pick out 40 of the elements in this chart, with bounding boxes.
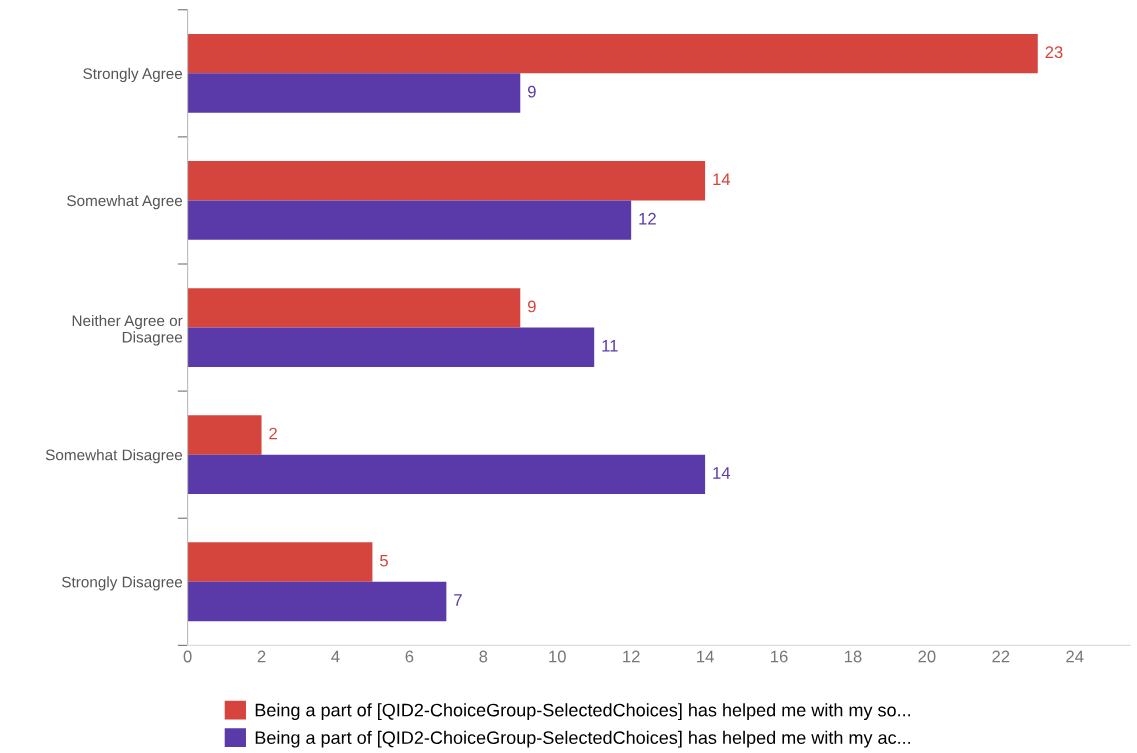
data-label: 14 <box>713 467 731 479</box>
bar <box>187 200 632 240</box>
bar <box>187 542 373 582</box>
x-tick-label: 16 <box>771 650 788 663</box>
data-label: 9 <box>528 300 536 313</box>
x-tick-label: 22 <box>992 650 1010 663</box>
y-tick-label: Somewhat Agree <box>67 194 183 210</box>
x-tick-label: 20 <box>918 650 936 663</box>
x-tick-label: 8 <box>479 650 488 663</box>
y-tick-label: Somewhat Disagree <box>45 449 183 464</box>
x-tick-label: 6 <box>405 650 414 663</box>
data-label: 7 <box>454 594 462 606</box>
data-label: 5 <box>380 554 388 567</box>
x-tick-label: 4 <box>331 650 340 663</box>
bar <box>187 327 595 367</box>
data-label: 11 <box>602 340 618 352</box>
x-tick-label: 0 <box>183 650 192 663</box>
legend-label: Being a part of [QID2-ChoiceGroup-SelectedChoices] has helped me with my ac... <box>255 730 910 748</box>
x-tick-label: 14 <box>697 650 714 663</box>
x-tick-label: 18 <box>844 650 862 663</box>
bar <box>187 581 447 622</box>
data-label: 9 <box>528 85 536 98</box>
data-label: 23 <box>1045 46 1063 59</box>
y-tick-label: Strongly Agree <box>83 67 183 83</box>
legend-label: Being a part of [QID2-ChoiceGroup-SelectedChoices] has helped me with my so... <box>255 703 910 721</box>
data-label: 14 <box>713 173 731 186</box>
bar <box>187 288 521 328</box>
bar <box>187 73 521 113</box>
y-tick-label: Strongly Disagree <box>62 576 183 591</box>
bar <box>187 415 262 455</box>
data-label: 12 <box>639 212 656 225</box>
bar <box>187 33 1038 74</box>
bar <box>187 161 706 201</box>
data-label: 2 <box>269 427 277 440</box>
bar <box>187 454 706 495</box>
x-tick-label: 24 <box>1066 650 1084 663</box>
x-tick-label: 10 <box>549 650 566 663</box>
x-tick-label: 12 <box>623 650 640 663</box>
y-tick-label: Neither Agree or Disagree <box>72 314 183 346</box>
x-tick-label: 2 <box>257 650 266 663</box>
